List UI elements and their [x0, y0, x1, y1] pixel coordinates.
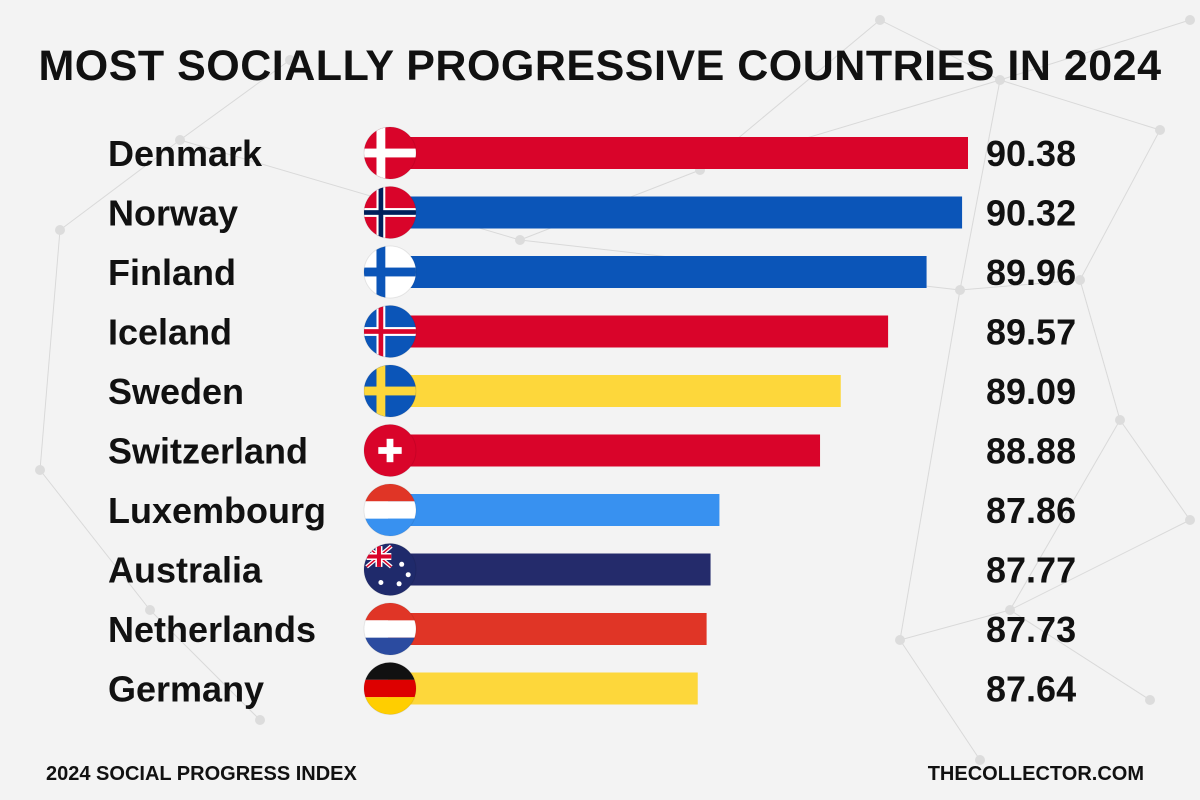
value-label: 87.64 — [986, 669, 1076, 710]
network-node — [255, 715, 265, 725]
value-label: 87.77 — [986, 550, 1076, 591]
bar — [388, 494, 720, 526]
network-node — [35, 465, 45, 475]
network-node — [1005, 605, 1015, 615]
network-node — [975, 755, 985, 765]
value-label: 90.38 — [986, 133, 1076, 174]
bar-row: Netherlands 87.73 — [108, 602, 1076, 656]
switzerland-flag-icon — [363, 424, 417, 477]
network-node — [145, 605, 155, 615]
bar-row: Australia 87.77 — [108, 543, 1076, 596]
finland-flag-icon — [363, 245, 417, 299]
bar-row: Finland 89.96 — [108, 245, 1076, 299]
bar-row: Iceland 89.57 — [108, 305, 1076, 358]
network-line — [1079, 279, 1121, 421]
network-line — [899, 639, 981, 761]
bar — [388, 434, 821, 467]
network-line — [179, 59, 291, 141]
bar — [388, 137, 968, 169]
network-line — [1009, 519, 1191, 611]
category-label: Switzerland — [108, 431, 308, 472]
network-line — [999, 79, 1161, 131]
bar-row: Sweden 89.09 — [108, 364, 1076, 418]
bar-row: Denmark 90.38 — [108, 126, 1076, 180]
network-node — [55, 225, 65, 235]
network-line — [1079, 129, 1161, 281]
value-label: 89.96 — [986, 252, 1076, 293]
network-line — [1119, 419, 1191, 521]
value-label: 89.57 — [986, 312, 1076, 353]
network-line — [39, 469, 151, 611]
credit-label: THECOLLECTOR.COM — [927, 763, 1144, 785]
network-node — [1185, 515, 1195, 525]
network-line — [1009, 609, 1151, 701]
bar — [388, 553, 711, 586]
network-line — [39, 229, 61, 471]
network-node — [1145, 695, 1155, 705]
network-line — [879, 19, 1001, 81]
network-line — [899, 289, 961, 641]
denmark-flag-icon — [363, 126, 417, 180]
chart-title: MOST SOCIALLY PROGRESSIVE COUNTRIES IN 2… — [38, 42, 1162, 90]
value-label: 90.32 — [986, 193, 1076, 234]
bar-row: Switzerland 88.88 — [108, 424, 1076, 477]
sweden-flag-icon — [363, 364, 417, 418]
category-label: Luxembourg — [108, 490, 326, 531]
germany-flag-icon — [363, 662, 417, 715]
network-line — [959, 279, 1081, 291]
source-label: 2024 SOCIAL PROGRESS INDEX — [46, 763, 357, 785]
network-line — [959, 79, 1001, 291]
value-label: 89.09 — [986, 371, 1076, 412]
bar — [388, 375, 841, 407]
iceland-flag-icon — [363, 305, 417, 358]
australia-flag-icon — [363, 543, 417, 596]
value-label: 87.73 — [986, 609, 1076, 650]
network-node — [955, 285, 965, 295]
bar — [388, 196, 963, 229]
network-node — [1075, 275, 1085, 285]
bar — [388, 315, 889, 348]
network-line — [999, 19, 1191, 81]
network-node — [995, 75, 1005, 85]
bar-row: Norway 90.32 — [108, 186, 1076, 239]
value-label: 88.88 — [986, 431, 1076, 472]
category-label: Sweden — [108, 371, 244, 412]
category-label: Australia — [108, 550, 263, 591]
network-line — [1009, 419, 1121, 611]
value-label: 87.86 — [986, 490, 1076, 531]
network-node — [1155, 125, 1165, 135]
network-node — [175, 135, 185, 145]
network-line — [59, 139, 181, 231]
bar-row: Luxembourg 87.86 — [108, 483, 1076, 537]
network-node — [875, 15, 885, 25]
network-line — [149, 609, 261, 721]
network-node — [285, 55, 295, 65]
category-label: Denmark — [108, 133, 263, 174]
network-line — [899, 609, 1011, 641]
category-label: Finland — [108, 252, 236, 293]
category-label: Netherlands — [108, 609, 316, 650]
bar-row: Germany 87.64 — [108, 662, 1076, 715]
bar — [388, 613, 707, 645]
category-label: Norway — [108, 193, 238, 234]
network-node — [1115, 415, 1125, 425]
luxembourg-flag-icon — [363, 483, 417, 537]
network-node — [895, 635, 905, 645]
network-node — [515, 235, 525, 245]
network-node — [1185, 15, 1195, 25]
bar — [388, 672, 698, 705]
category-label: Iceland — [108, 312, 232, 353]
norway-flag-icon — [363, 186, 417, 239]
netherlands-flag-icon — [363, 602, 417, 656]
category-label: Germany — [108, 669, 264, 710]
bar — [388, 256, 927, 288]
